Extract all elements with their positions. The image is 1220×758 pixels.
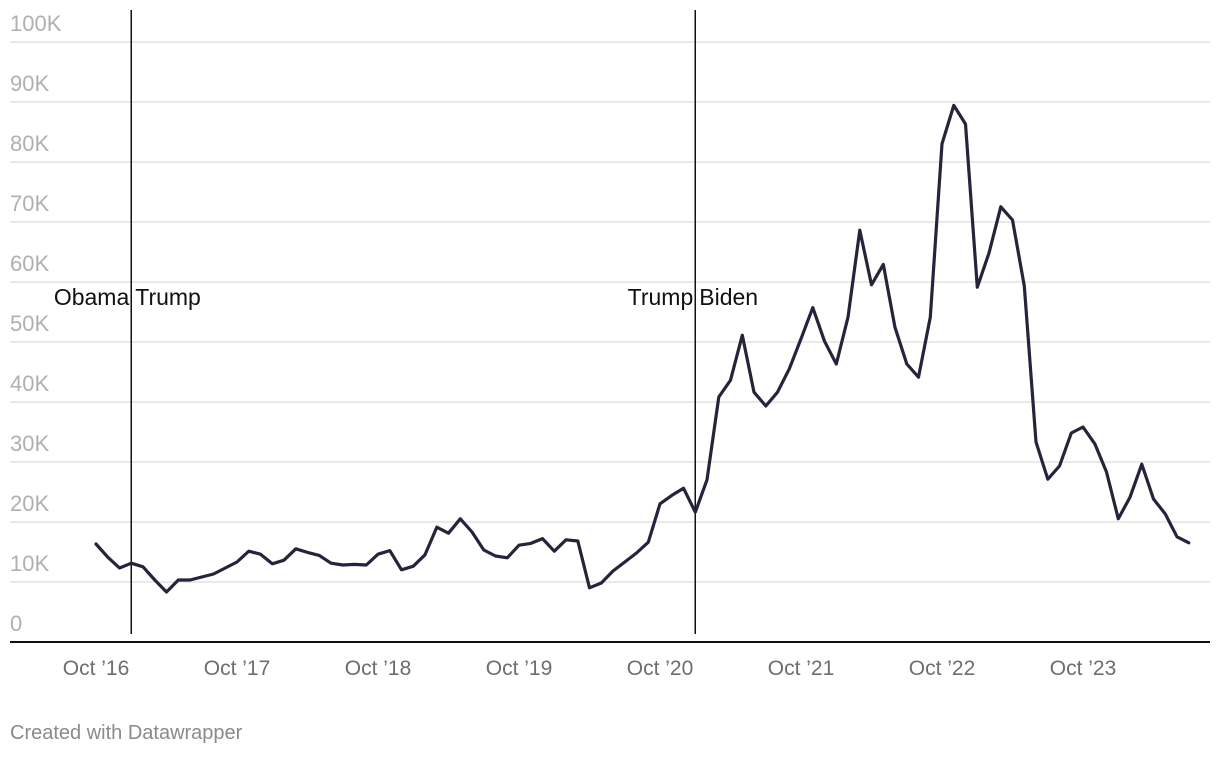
- y-tick-label: 40K: [10, 371, 49, 396]
- x-tick-label: Oct ’23: [1050, 657, 1117, 680]
- gridlines: [10, 41, 1210, 583]
- series-line-0: [94, 103, 1191, 594]
- y-tick-label: 10K: [10, 551, 49, 576]
- x-tick-label: Oct ’16: [63, 657, 130, 680]
- y-axis-ticks: 0 10K 20K 30K 40K 50K 60K 70K 80K 90K 100K: [10, 11, 62, 636]
- chart-credit: Created with Datawrapper: [10, 722, 243, 744]
- annotation-left-label: Obama: [54, 284, 130, 310]
- annotation-right-label: Trump: [135, 284, 201, 310]
- y-tick-label: 100K: [10, 11, 62, 36]
- y-tick-label: 20K: [10, 491, 49, 516]
- x-tick-label: Oct ’21: [768, 657, 835, 680]
- x-tick-label: Oct ’19: [486, 657, 553, 680]
- series-layer: [94, 103, 1191, 594]
- x-tick-label: Oct ’17: [204, 657, 271, 680]
- y-tick-label: 80K: [10, 131, 49, 156]
- x-tick-label: Oct ’20: [627, 657, 694, 680]
- annotation-right-label: Biden: [699, 284, 758, 310]
- x-tick-label: Oct ’18: [345, 657, 412, 680]
- y-tick-label: 90K: [10, 71, 49, 96]
- y-tick-label: 30K: [10, 431, 49, 456]
- annotation-left-label: Trump: [628, 284, 694, 310]
- y-tick-label: 0: [10, 611, 22, 636]
- y-tick-label: 50K: [10, 311, 49, 336]
- y-tick-label: 70K: [10, 191, 49, 216]
- annotations: Obama Trump Trump Biden: [54, 10, 758, 634]
- y-tick-label: 60K: [10, 251, 49, 276]
- x-tick-label: Oct ’22: [909, 657, 976, 680]
- x-axis-ticks: Oct ’16 Oct ’17 Oct ’18 Oct ’19 Oct ’20 Oct ’…: [63, 657, 1117, 680]
